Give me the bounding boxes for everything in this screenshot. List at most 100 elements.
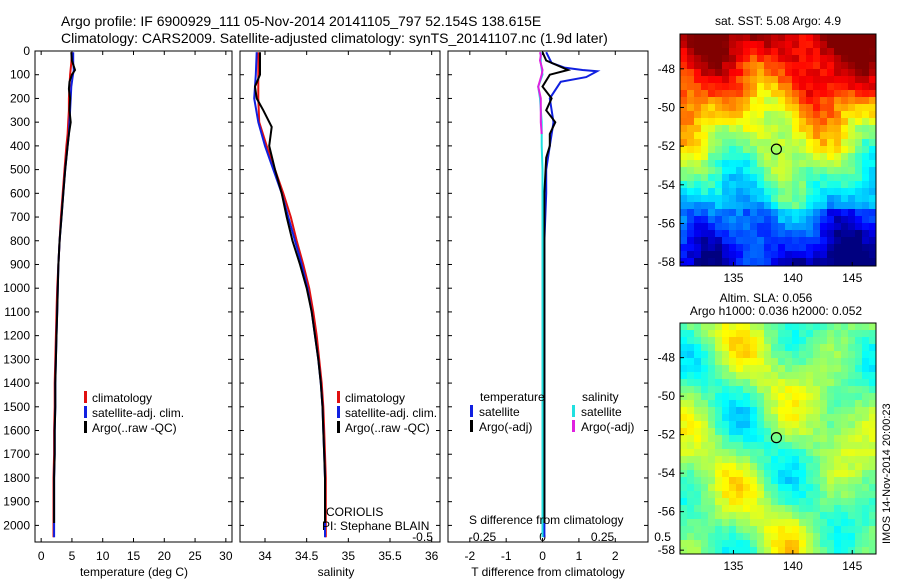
sla-cell xyxy=(764,330,772,338)
sla-cell xyxy=(701,442,709,450)
sst-cell xyxy=(694,139,702,147)
map-y-tick-label: -48 xyxy=(658,62,676,76)
sst-cell xyxy=(708,188,716,196)
sst-cell xyxy=(687,230,695,238)
sal-legend-label-climatology: climatology xyxy=(345,391,405,405)
sla-cell xyxy=(834,428,842,436)
sst-cell xyxy=(827,97,835,105)
sst-cell xyxy=(785,251,793,259)
sst-cell xyxy=(778,132,786,140)
sst-cell xyxy=(813,216,821,224)
sst-cell xyxy=(848,195,856,203)
sst-cell xyxy=(771,160,779,168)
sla-cell xyxy=(687,372,695,380)
sst-cell xyxy=(862,83,870,91)
sla-cell xyxy=(848,477,856,485)
sst-cell xyxy=(694,104,702,112)
sla-cell xyxy=(785,358,793,366)
sla-cell xyxy=(743,337,751,345)
sst-cell xyxy=(701,76,709,84)
sst-cell xyxy=(729,202,737,210)
sst-cell xyxy=(715,125,723,133)
sst-cell xyxy=(785,69,793,77)
sst-cell xyxy=(743,258,751,266)
sst-cell xyxy=(694,160,702,168)
sla-cell xyxy=(785,386,793,394)
sst-cell xyxy=(834,174,842,182)
sla-cell xyxy=(799,337,807,345)
sla-cell xyxy=(764,393,772,401)
sst-cell xyxy=(708,55,716,63)
sst-cell xyxy=(743,202,751,210)
sla-cell xyxy=(799,344,807,352)
sla-cell xyxy=(820,547,828,554)
sla-cell xyxy=(778,372,786,380)
sst-cell xyxy=(841,90,849,98)
sst-cell xyxy=(757,111,765,119)
sla-cell xyxy=(862,512,870,520)
sla-field xyxy=(680,323,876,554)
sla-cell xyxy=(869,400,876,408)
sst-cell xyxy=(792,195,800,203)
sst-cell xyxy=(729,146,737,154)
sst-cell xyxy=(722,230,730,238)
sst-cell xyxy=(708,146,716,154)
sst-cell xyxy=(827,69,835,77)
sst-cell xyxy=(785,125,793,133)
sst-cell xyxy=(694,83,702,91)
sst-cell xyxy=(841,188,849,196)
sla-cell xyxy=(841,400,849,408)
sst-cell xyxy=(694,111,702,119)
sst-cell xyxy=(841,125,849,133)
sla-cell xyxy=(834,505,842,513)
sla-cell xyxy=(771,484,779,492)
sla-cell xyxy=(722,365,730,373)
sst-cell xyxy=(764,202,772,210)
sla-cell xyxy=(820,540,828,548)
sla-cell xyxy=(855,505,863,513)
sla-cell xyxy=(715,484,723,492)
sla-cell xyxy=(785,379,793,387)
sla-cell xyxy=(694,540,702,548)
sst-map-frame xyxy=(679,33,877,267)
sst-cell xyxy=(813,62,821,70)
sla-cell xyxy=(764,512,772,520)
sst-cell xyxy=(687,125,695,133)
sla-cell xyxy=(848,428,856,436)
sst-cell xyxy=(708,251,716,259)
sst-cell xyxy=(729,132,737,140)
map-y-tick-label: -50 xyxy=(658,100,676,114)
sst-cell xyxy=(841,216,849,224)
sst-cell xyxy=(869,34,876,42)
sst-cell xyxy=(827,223,835,231)
sla-cell xyxy=(736,393,744,401)
sla-cell xyxy=(708,400,716,408)
sla-cell xyxy=(841,491,849,499)
sst-cell xyxy=(764,146,772,154)
sla-cell xyxy=(750,351,758,359)
sla-cell xyxy=(778,456,786,464)
sla-cell xyxy=(701,540,709,548)
sst-cell xyxy=(701,139,709,147)
sla-cell xyxy=(687,435,695,443)
sst-cell xyxy=(855,244,863,252)
sla-cell xyxy=(736,456,744,464)
sst-cell xyxy=(799,34,807,42)
sla-cell xyxy=(736,344,744,352)
sst-cell xyxy=(834,202,842,210)
sst-cell xyxy=(862,34,870,42)
sla-cell xyxy=(694,477,702,485)
sla-cell xyxy=(827,456,835,464)
sla-cell xyxy=(806,379,814,387)
sla-cell xyxy=(757,337,765,345)
sst-cell xyxy=(785,83,793,91)
sla-cell xyxy=(764,323,772,331)
sst-cell xyxy=(722,202,730,210)
sla-cell xyxy=(715,337,723,345)
sla-cell xyxy=(743,372,751,380)
sst-cell xyxy=(820,139,828,147)
sla-cell xyxy=(806,372,814,380)
sst-cell xyxy=(680,251,688,259)
sst-cell xyxy=(778,41,786,49)
sla-cell xyxy=(729,540,737,548)
